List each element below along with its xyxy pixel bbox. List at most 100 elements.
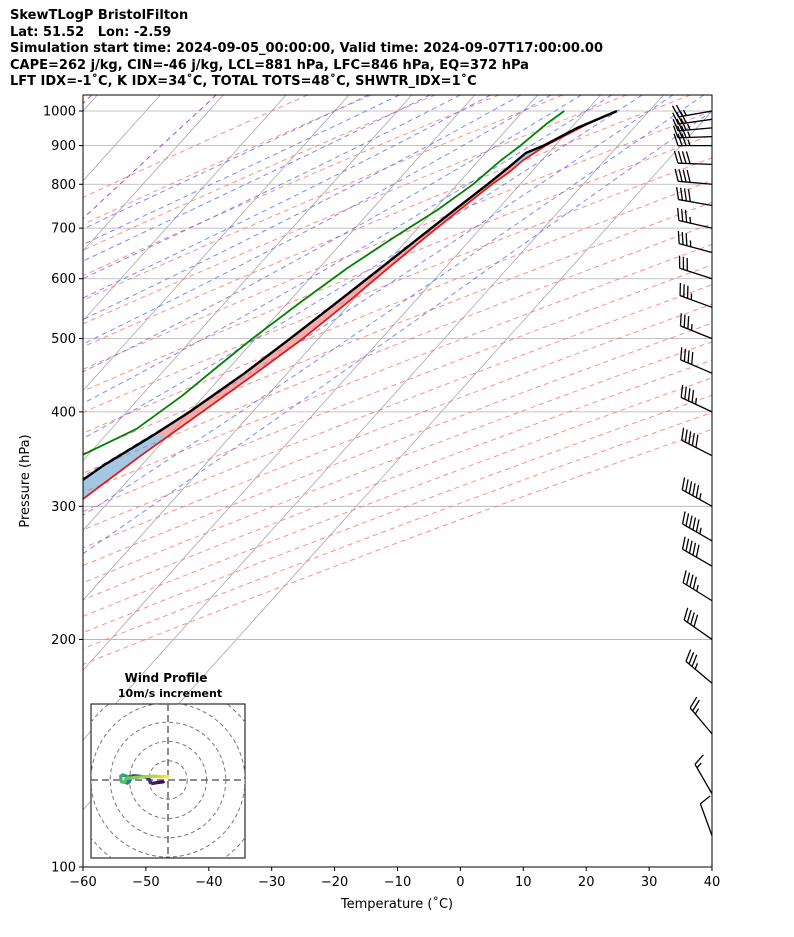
isotherm-line xyxy=(83,95,224,252)
hodograph-inset: Wind Profile 10m/s increment xyxy=(90,671,246,859)
barb-feather xyxy=(695,485,700,498)
barb-staff xyxy=(678,219,713,229)
wind-barb xyxy=(677,230,713,254)
barb-staff xyxy=(678,180,713,185)
barb-half-feather xyxy=(696,584,699,592)
dry-adiabat xyxy=(83,264,712,512)
barb-feather xyxy=(692,576,697,590)
barb-feather xyxy=(672,118,679,132)
title-line: LFT IDX=-1˚C, K IDX=34˚C, TOTAL TOTS=48˚… xyxy=(10,74,477,90)
barb-staff xyxy=(681,439,713,457)
x-tick-label: 10 xyxy=(515,875,532,890)
barb-feather xyxy=(692,699,700,712)
shaded-layer xyxy=(152,165,517,436)
x-axis-ticks: −60 −50 −40 −30 −20 −10 0 10 20 30 40 xyxy=(69,867,720,890)
barb-staff xyxy=(694,763,713,795)
y-tick-label: 400 xyxy=(51,405,76,420)
barb-feather xyxy=(691,351,694,365)
barb-feather xyxy=(691,654,698,667)
dry-adiabat xyxy=(83,243,712,494)
chart-title-block: SkewTLogP BristolFilton Lat: 51.52 Lon: -… xyxy=(10,8,603,91)
barb-feather xyxy=(695,519,700,533)
y-tick-label: 800 xyxy=(51,178,76,193)
wind-barb xyxy=(672,111,713,125)
barb-feather xyxy=(680,125,687,138)
wind-barb xyxy=(699,795,713,836)
dry-adiabat xyxy=(83,157,712,414)
barb-staff xyxy=(685,660,713,684)
barb-feather xyxy=(686,609,692,623)
barb-feather xyxy=(672,112,679,125)
barb-feather xyxy=(695,544,700,558)
barb-staff xyxy=(679,267,713,280)
dry-adiabat xyxy=(83,284,712,531)
barb-staff xyxy=(682,548,713,567)
moist-adiabat xyxy=(83,95,369,230)
barb-feather xyxy=(685,572,691,586)
wind-barb xyxy=(694,754,713,795)
temperature-line xyxy=(83,110,618,501)
hodograph-ring xyxy=(148,760,188,800)
barb-staff xyxy=(678,110,713,118)
wind-barb xyxy=(681,427,713,457)
barb-feather xyxy=(679,313,682,326)
hodograph-subtitle: 10m/s increment xyxy=(118,687,222,700)
x-tick-label: 40 xyxy=(704,875,721,890)
barb-feather xyxy=(673,150,679,164)
y-tick-label: 900 xyxy=(51,139,76,154)
y-tick-label: 200 xyxy=(51,633,76,648)
wind-barb xyxy=(689,696,713,735)
x-tick-label: 20 xyxy=(578,875,595,890)
barb-staff xyxy=(678,243,713,254)
barb-feather xyxy=(677,151,683,164)
barb-half-feather xyxy=(699,527,702,535)
moist-adiabat xyxy=(83,95,461,280)
barb-feather xyxy=(685,151,691,164)
wind-barb xyxy=(679,283,713,308)
barb-feather xyxy=(679,187,684,201)
barb-staff xyxy=(680,396,713,413)
wind-barb xyxy=(681,477,713,507)
wind-barb xyxy=(677,207,713,229)
barb-half-feather xyxy=(687,139,691,146)
y-tick-label: 500 xyxy=(51,332,76,347)
barb-feather xyxy=(676,118,683,131)
x-tick-label: −10 xyxy=(384,875,411,890)
barb-feather xyxy=(682,169,687,183)
moist-adiabats xyxy=(83,95,712,555)
wind-barb xyxy=(673,150,713,166)
moist-adiabat xyxy=(83,95,491,299)
x-tick-label: 0 xyxy=(456,875,464,890)
barb-feather xyxy=(677,230,680,244)
barb-staff xyxy=(680,325,713,340)
barb-feather xyxy=(694,754,704,765)
barb-half-feather xyxy=(686,123,691,131)
x-tick-label: −50 xyxy=(132,875,159,890)
profile-lines xyxy=(83,109,618,501)
dry-adiabat xyxy=(83,95,308,199)
barb-feather xyxy=(683,188,688,202)
barb-feather xyxy=(685,649,692,662)
barb-feather xyxy=(681,151,687,164)
barb-feather xyxy=(685,479,689,492)
barb-feather xyxy=(683,348,687,362)
isotherm-line xyxy=(83,95,664,741)
isotherm-line xyxy=(83,95,601,671)
wind-barb xyxy=(681,511,713,542)
barb-feather xyxy=(683,607,689,621)
barb-staff xyxy=(699,803,713,836)
dry-adiabat xyxy=(83,95,500,277)
barb-feather xyxy=(680,347,683,360)
barb-feather xyxy=(676,186,680,200)
isotherm-line xyxy=(83,95,413,462)
moist-adiabat xyxy=(83,95,552,345)
parcel-line xyxy=(83,109,618,482)
dewpoint-line xyxy=(83,110,565,456)
barb-feather xyxy=(685,233,688,246)
title-line: Lat: 51.52 Lon: -2.59 xyxy=(10,24,172,40)
dry-adiabat xyxy=(83,95,627,325)
barb-feather xyxy=(676,111,683,124)
barb-feather xyxy=(680,208,684,222)
hodograph-title: Wind Profile xyxy=(125,671,208,685)
barb-half-feather xyxy=(694,708,700,715)
